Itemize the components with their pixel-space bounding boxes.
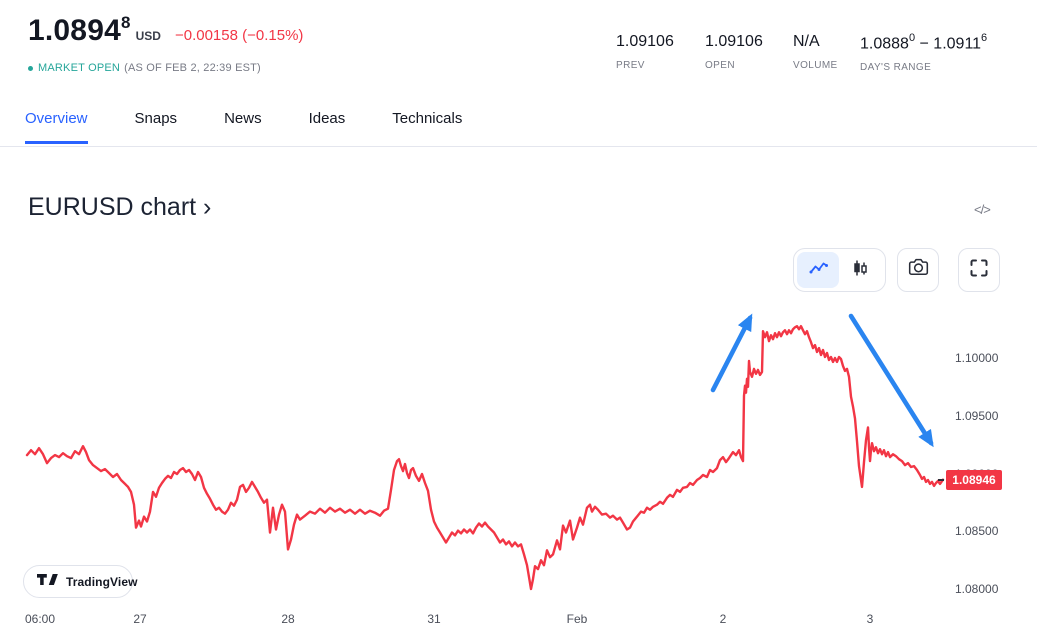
price-change: −0.00158 (−0.15%) bbox=[174, 27, 304, 44]
tab-bar: Overview Snaps News Ideas Technicals bbox=[25, 110, 462, 144]
y-axis-label: 1.09500 bbox=[955, 408, 999, 423]
last-price: 1.08948 bbox=[28, 13, 131, 47]
embed-code-icon[interactable]: </> bbox=[974, 202, 991, 217]
y-axis-label: 1.10000 bbox=[955, 351, 999, 365]
down-trend-arrow bbox=[848, 313, 934, 448]
price-tick-dash bbox=[938, 478, 944, 481]
fullscreen-button[interactable] bbox=[958, 248, 1000, 292]
stat-days-range-label: DAY'S RANGE bbox=[860, 62, 932, 74]
stat-prev-value: 1.09106 bbox=[616, 33, 674, 50]
tab-overview[interactable]: Overview bbox=[25, 110, 88, 144]
tradingview-label: TradingView bbox=[66, 574, 138, 589]
candles-icon bbox=[850, 258, 870, 283]
stat-open: 1.09106 OPEN bbox=[705, 33, 763, 71]
candles-chart-button[interactable] bbox=[839, 252, 881, 288]
stat-volume-value: N/A bbox=[793, 33, 820, 50]
tab-news[interactable]: News bbox=[224, 110, 262, 127]
camera-icon bbox=[907, 256, 930, 284]
market-open-dot-icon bbox=[28, 65, 33, 71]
stat-volume-label: VOLUME bbox=[793, 60, 838, 71]
tab-bar-divider bbox=[0, 146, 1037, 147]
tab-snaps[interactable]: Snaps bbox=[134, 110, 178, 127]
price-header: 1.08948 USD −0.00158 (−0.15%) bbox=[28, 13, 304, 48]
x-axis-label: 3 bbox=[866, 612, 874, 626]
stat-days-range: 1.08880 − 1.09116 DAY'S RANGE bbox=[860, 32, 988, 74]
tab-technicals[interactable]: Technicals bbox=[392, 110, 463, 127]
y-axis-label: 1.08500 bbox=[955, 524, 999, 539]
stat-volume: N/A VOLUME bbox=[793, 33, 838, 71]
stat-prev: 1.09106 PREV bbox=[616, 33, 674, 71]
x-axis-label: 31 bbox=[427, 612, 441, 626]
stat-open-label: OPEN bbox=[705, 60, 735, 71]
currency-label: USD bbox=[135, 29, 161, 43]
as-of-timestamp: (AS OF FEB 2, 22:39 EST) bbox=[124, 62, 261, 74]
fullscreen-icon bbox=[969, 258, 989, 283]
x-axis-label: 2 bbox=[719, 612, 727, 626]
snapshot-camera-button[interactable] bbox=[897, 248, 939, 292]
x-axis-label: 27 bbox=[133, 612, 147, 626]
stat-open-value: 1.09106 bbox=[705, 33, 763, 50]
x-axis-label: Feb bbox=[566, 612, 588, 626]
y-axis-label: 1.08000 bbox=[955, 582, 999, 596]
tradingview-attribution[interactable]: TradingView bbox=[23, 565, 137, 598]
x-axis-label: 06:00 bbox=[24, 612, 56, 626]
chart-title-link[interactable]: EURUSD chart › bbox=[28, 193, 212, 221]
x-axis-label: 28 bbox=[281, 612, 295, 626]
price-line bbox=[25, 325, 945, 591]
stat-prev-label: PREV bbox=[616, 60, 645, 71]
line-chart-button[interactable] bbox=[797, 252, 839, 288]
market-status-row: MARKET OPEN (AS OF FEB 2, 22:39 EST) bbox=[28, 62, 261, 74]
tab-ideas[interactable]: Ideas bbox=[308, 110, 346, 127]
line-chart-icon bbox=[808, 259, 829, 281]
tradingview-logo-icon bbox=[37, 573, 59, 591]
chart-type-toggle bbox=[793, 248, 886, 292]
market-status: MARKET OPEN bbox=[38, 62, 121, 74]
stat-days-range-value: 1.08880 − 1.09116 bbox=[860, 32, 988, 53]
last-price-tag: 1.08946 bbox=[946, 469, 1002, 490]
up-trend-arrow bbox=[710, 313, 753, 393]
